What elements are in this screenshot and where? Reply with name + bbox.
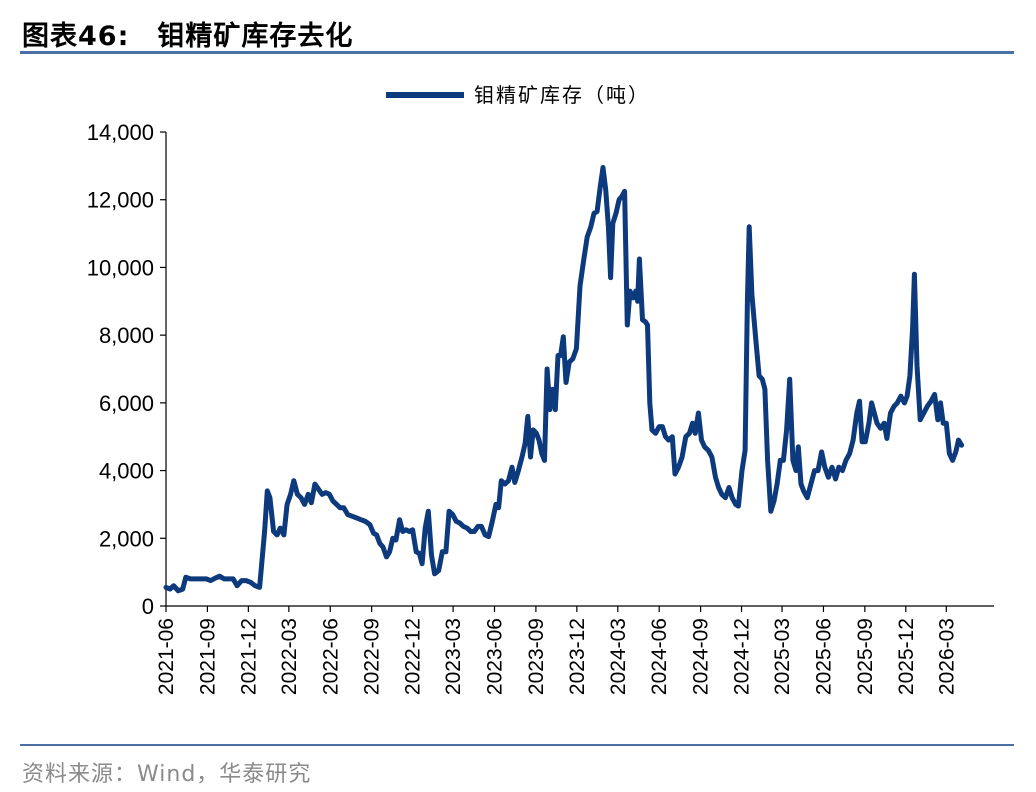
- x-tick-label: 2024-06: [648, 618, 671, 695]
- y-tick-label: 10,000: [87, 255, 154, 280]
- figure-title: 图表46: 钼精矿库存去化: [22, 14, 353, 53]
- x-tick-label: 2023-06: [484, 618, 507, 695]
- chart-legend: 钼精矿库存（吨）: [386, 83, 650, 107]
- y-tick-label: 8,000: [99, 323, 154, 348]
- source-note: 资料来源：Wind，华泰研究: [22, 762, 312, 787]
- x-tick-label: 2022-12: [402, 618, 425, 695]
- y-tick-label: 14,000: [87, 120, 154, 145]
- y-axis: 0 2,000 4,000 6,000 8,000 10,000 12,000 14,000: [87, 120, 167, 619]
- x-tick-label: 2024-12: [731, 618, 754, 695]
- x-tick-label: 2023-09: [525, 618, 548, 695]
- source-rule: [20, 744, 1014, 746]
- x-tick-label: 2025-12: [895, 618, 918, 695]
- series-layer: [163, 165, 965, 594]
- x-tick-label: 2025-03: [771, 618, 794, 695]
- figure-title-text: 钼精矿库存去化: [157, 21, 354, 52]
- y-tick-label: 12,000: [87, 188, 154, 213]
- x-tick-label: 2023-03: [442, 618, 465, 695]
- y-tick-label: 4,000: [99, 459, 154, 484]
- x-tick-label: 2022-06: [319, 618, 342, 695]
- x-tick-label: 2024-09: [690, 618, 713, 695]
- x-tick-label: 2021-12: [237, 618, 260, 695]
- x-tick-label: 2023-12: [566, 618, 589, 695]
- y-tick-label: 0: [142, 594, 154, 619]
- x-tick-label: 2025-09: [854, 618, 877, 695]
- x-axis: 2021-06 2021-09 2021-12 2022-03 2022-06 2022-…: [155, 605, 994, 695]
- figure-title-prefix: 图表46:: [22, 21, 130, 52]
- legend-label: 钼精矿库存（吨）: [474, 83, 650, 107]
- y-tick-label: 2,000: [99, 526, 154, 551]
- x-tick-label: 2021-09: [196, 618, 219, 695]
- series-line: [163, 165, 965, 594]
- x-tick-label: 2026-03: [935, 618, 958, 695]
- x-tick-label: 2022-09: [361, 618, 384, 695]
- x-tick-label: 2025-06: [812, 618, 835, 695]
- x-tick-label: 2024-03: [607, 618, 630, 695]
- y-tick-label: 6,000: [99, 391, 154, 416]
- x-tick-label: 2021-06: [155, 618, 178, 695]
- title-rule: [20, 51, 1014, 54]
- x-tick-label: 2022-03: [278, 618, 301, 695]
